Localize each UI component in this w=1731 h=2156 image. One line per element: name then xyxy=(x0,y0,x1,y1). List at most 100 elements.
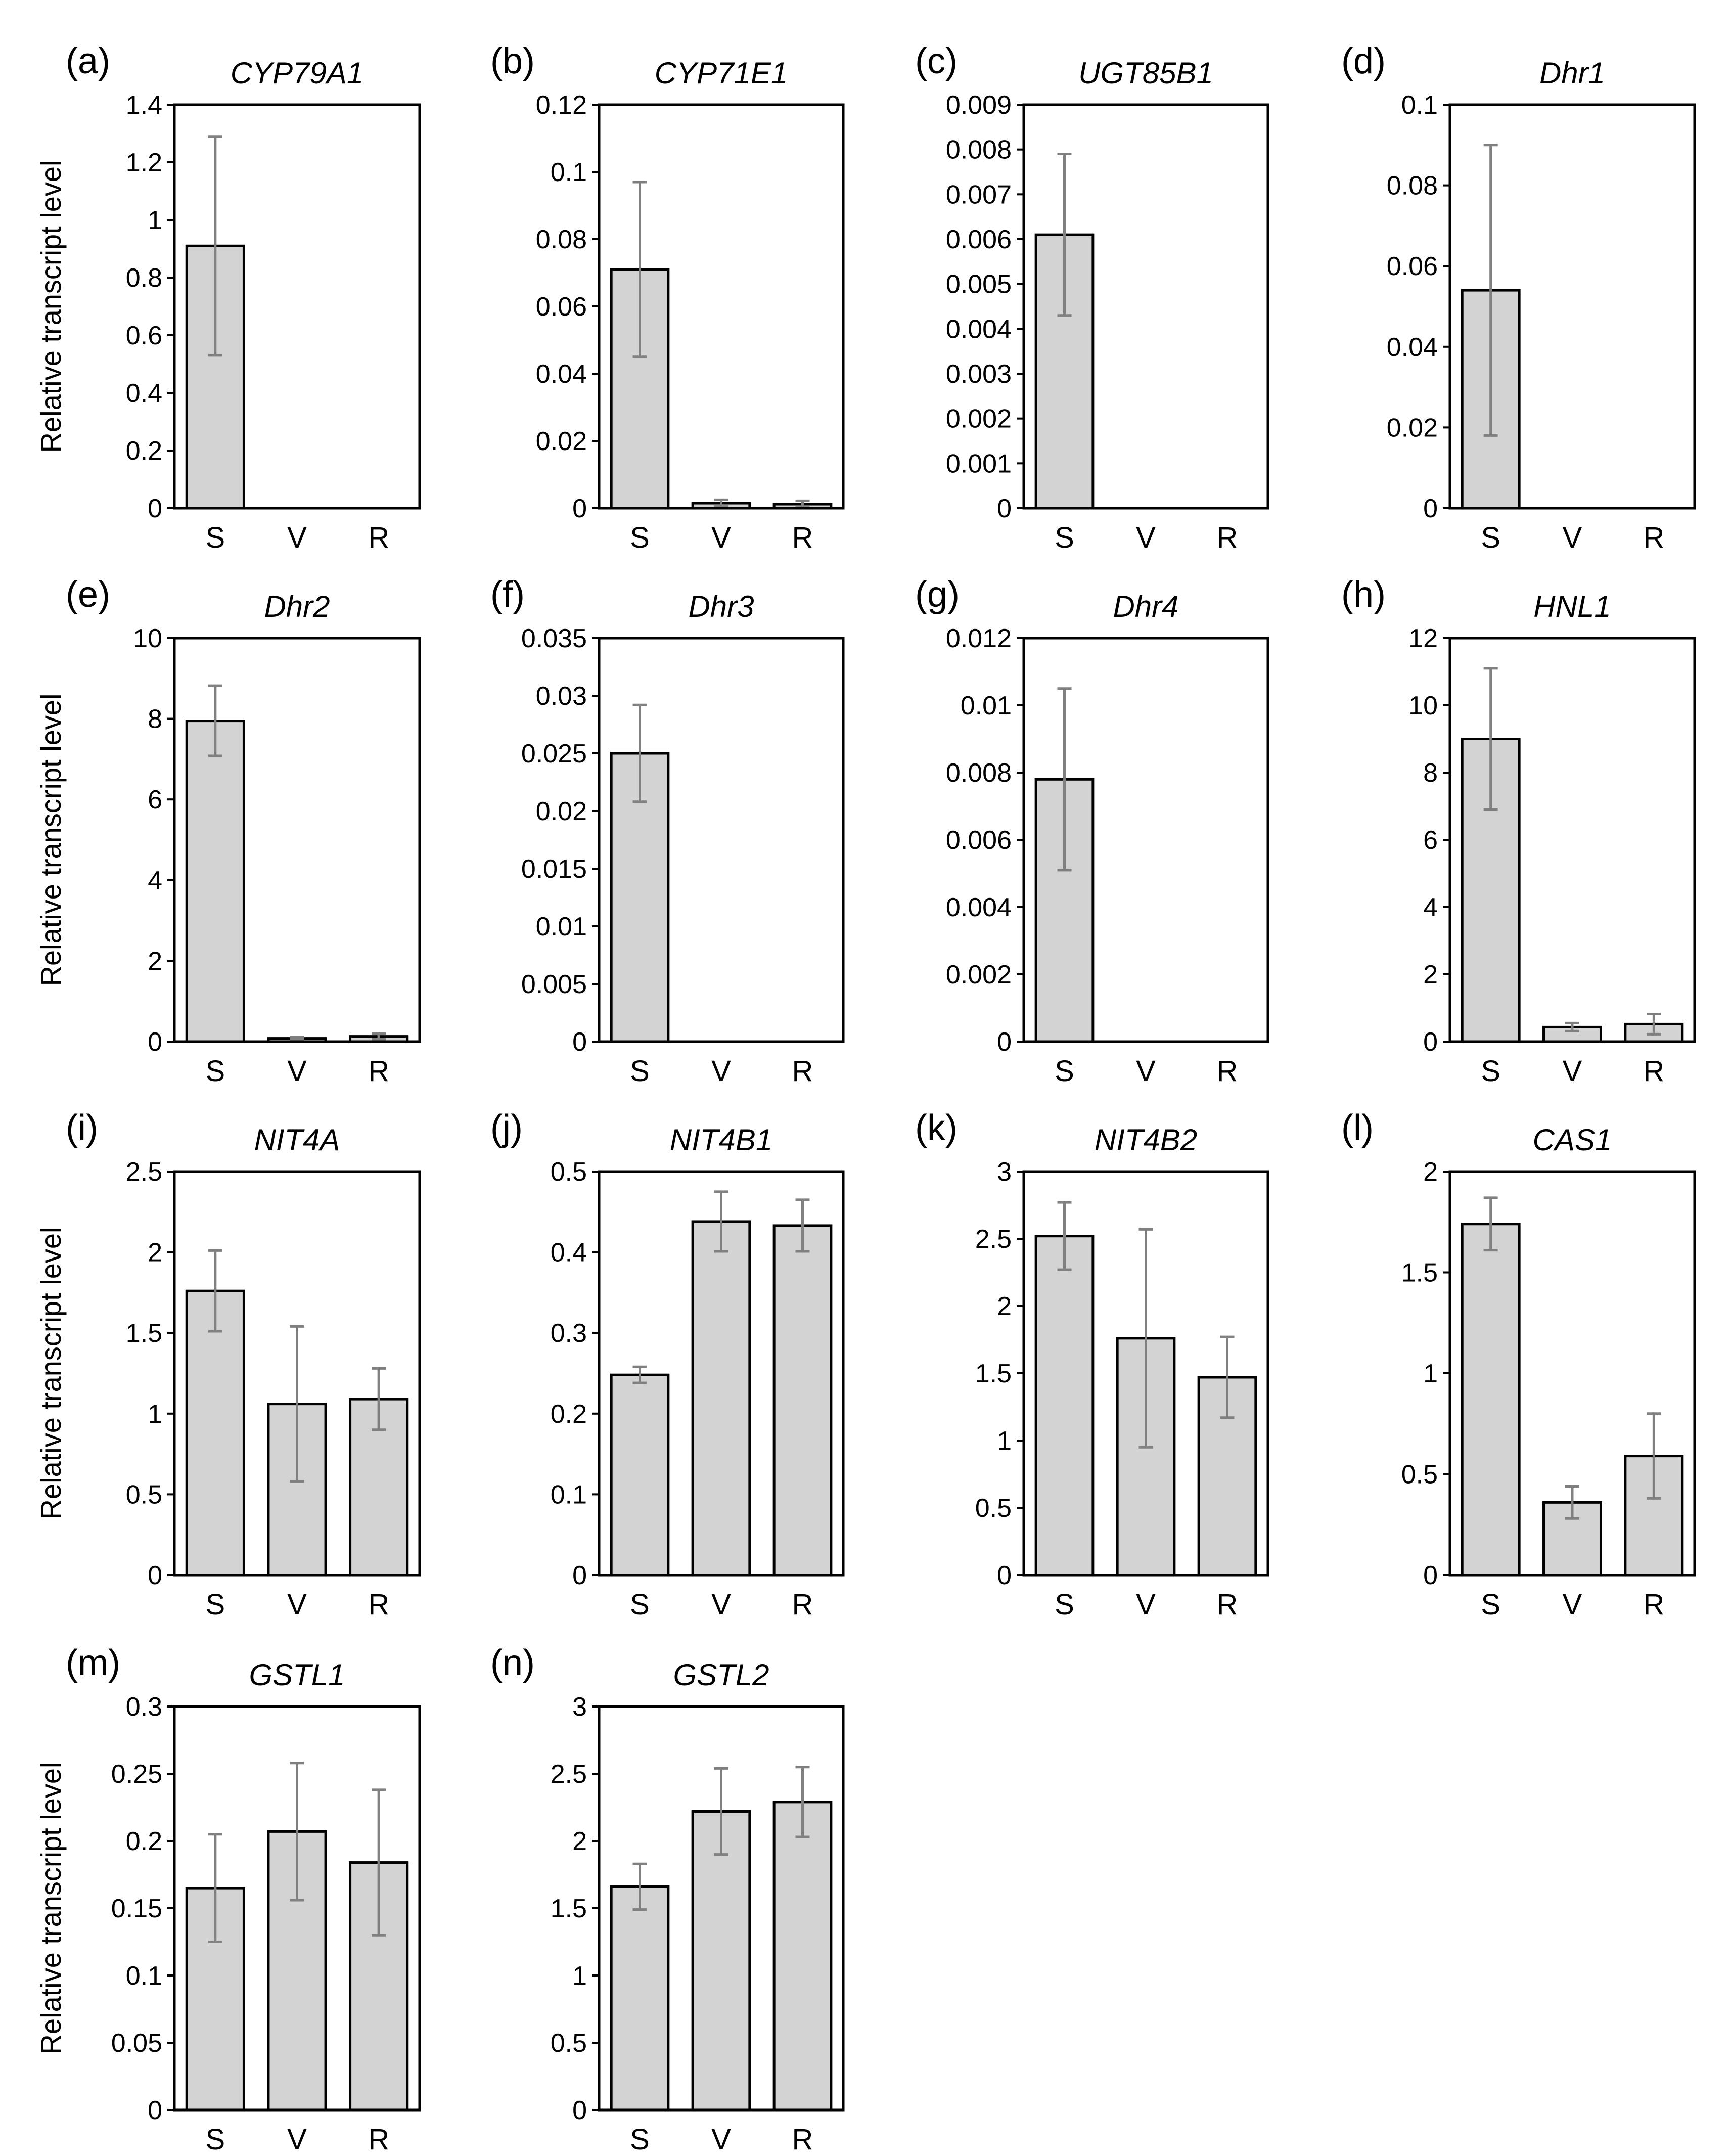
plot-frame xyxy=(173,1170,421,1577)
bar-V xyxy=(691,1220,751,1577)
x-tick-label: V xyxy=(287,1055,307,1088)
panel-title: CYP71E1 xyxy=(655,56,788,90)
bar-S xyxy=(185,1289,245,1577)
y-tick-label: 1.5 xyxy=(126,1319,162,1348)
chart-panel-10: (j) NIT4B1 0 0.1 0.2 0.3 0.4 0.5 S V R xyxy=(490,1108,845,1621)
y-tick-label: 6 xyxy=(148,785,162,815)
plot-frame xyxy=(1022,1170,1269,1577)
bar-S xyxy=(610,1885,670,2112)
y-tick-label: 2 xyxy=(1423,1157,1438,1187)
y-tick-label: 0 xyxy=(572,1561,587,1590)
chart-panel-1: (a) CYP79A1 Relative transcript level 0 0.2 0… xyxy=(35,41,421,554)
bar-R xyxy=(772,1224,833,1577)
y-tick-label: 0.12 xyxy=(536,91,587,120)
y-tick-label: 0.2 xyxy=(126,436,162,466)
x-tick-label: R xyxy=(1217,1588,1238,1621)
chart-panel-11: (k) NIT4B2 0 0.5 1 1.5 2 2.5 3 S V R xyxy=(915,1108,1269,1621)
chart-panel-3: (c) UGT85B1 0 0.001 0.002 0.003 0.004 0.005 0.00… xyxy=(915,41,1269,554)
y-tick-label: 0.04 xyxy=(536,360,587,389)
bar-S xyxy=(185,720,245,1043)
y-tick-label: 0.5 xyxy=(126,1480,162,1509)
x-tick-label: V xyxy=(711,2123,731,2156)
y-tick-label: 1.4 xyxy=(126,91,162,120)
y-axis-label: Relative transcript level xyxy=(35,694,67,986)
y-axis-label: Relative transcript level xyxy=(35,1762,67,2055)
x-tick-label: R xyxy=(792,1055,813,1088)
panel-letter: (d) xyxy=(1341,41,1386,81)
chart-panel-8: (h) HNL1 0 2 4 6 8 10 12 S V R xyxy=(1341,574,1696,1088)
panel-letter: (i) xyxy=(66,1108,98,1148)
y-tick-label: 1.2 xyxy=(126,148,162,177)
y-tick-label: 10 xyxy=(133,624,162,653)
panel-title: CAS1 xyxy=(1533,1123,1612,1157)
panel-letter: (c) xyxy=(915,41,958,81)
x-tick-label: S xyxy=(205,1055,225,1088)
y-tick-label: 0.1 xyxy=(126,1961,162,1991)
x-tick-label: S xyxy=(205,521,225,554)
x-tick-label: V xyxy=(711,521,731,554)
x-tick-label: S xyxy=(630,521,650,554)
x-tick-label: S xyxy=(1481,521,1500,554)
bar-R xyxy=(349,1861,409,2112)
x-tick-label: R xyxy=(792,2123,813,2156)
x-tick-label: S xyxy=(630,2123,650,2156)
y-tick-label: 0.004 xyxy=(946,315,1012,344)
x-tick-label: S xyxy=(1055,521,1074,554)
plot-frame xyxy=(173,103,421,510)
panel-title: Dhr2 xyxy=(264,590,330,623)
y-tick-label: 0.3 xyxy=(551,1319,587,1348)
x-tick-label: R xyxy=(1643,1055,1664,1088)
y-tick-label: 0 xyxy=(148,1027,162,1057)
y-tick-label: 0.004 xyxy=(946,893,1012,922)
y-tick-label: 0.035 xyxy=(521,624,587,653)
plot-frame xyxy=(598,103,845,510)
y-tick-label: 0.5 xyxy=(1401,1460,1438,1490)
y-tick-label: 0.15 xyxy=(111,1894,162,1923)
y-tick-label: 1 xyxy=(148,206,162,235)
y-tick-label: 0 xyxy=(572,494,587,523)
y-tick-label: 0 xyxy=(148,494,162,523)
chart-panel-2: (b) CYP71E1 0 0.02 0.04 0.06 0.08 0.1 0.12 S V R xyxy=(490,41,845,554)
y-tick-label: 0.012 xyxy=(946,624,1012,653)
y-tick-label: 1.5 xyxy=(551,1894,587,1923)
panel-letter: (g) xyxy=(915,574,960,615)
x-tick-label: V xyxy=(287,2123,307,2156)
plot-frame xyxy=(1448,637,1696,1043)
x-tick-label: V xyxy=(287,521,307,554)
y-tick-label: 2.5 xyxy=(126,1157,162,1187)
y-tick-label: 0.005 xyxy=(946,270,1012,299)
x-tick-label: S xyxy=(630,1588,650,1621)
panel-letter: (h) xyxy=(1341,574,1386,615)
x-tick-label: V xyxy=(711,1588,731,1621)
chart-panel-9: (i) NIT4A Relative transcript level 0 0.5 1 1.… xyxy=(35,1108,421,1621)
chart-panel-7: (g) Dhr4 0 0.002 0.004 0.006 0.008 0.01 0.012 S V R xyxy=(915,574,1269,1088)
y-tick-label: 0 xyxy=(1423,1027,1438,1057)
y-tick-label: 0.01 xyxy=(961,691,1012,721)
y-tick-label: 0.08 xyxy=(536,225,587,254)
plot-frame xyxy=(1022,637,1269,1043)
y-tick-label: 0.006 xyxy=(946,225,1012,254)
y-tick-label: 2 xyxy=(572,1827,587,1856)
y-tick-label: 2.5 xyxy=(975,1225,1012,1254)
y-tick-label: 12 xyxy=(1408,624,1438,653)
y-tick-label: 0 xyxy=(572,2096,587,2125)
bar-R xyxy=(772,1801,833,2112)
y-axis-label: Relative transcript level xyxy=(35,160,67,453)
y-tick-label: 0.04 xyxy=(1387,333,1438,362)
y-axis-label: Relative transcript level xyxy=(35,1227,67,1520)
panel-letter: (m) xyxy=(66,1643,120,1683)
y-tick-label: 0 xyxy=(997,1027,1012,1057)
y-tick-label: 0.02 xyxy=(1387,413,1438,442)
panel-title: Dhr1 xyxy=(1539,56,1605,90)
y-tick-label: 0 xyxy=(997,494,1012,523)
y-tick-label: 0.008 xyxy=(946,758,1012,788)
y-tick-label: 0.008 xyxy=(946,136,1012,165)
x-tick-label: V xyxy=(1136,1588,1156,1621)
plot-frame xyxy=(598,637,845,1043)
plot-frame xyxy=(1022,103,1269,510)
y-tick-label: 0.25 xyxy=(111,1760,162,1789)
y-tick-label: 0.06 xyxy=(1387,252,1438,281)
y-tick-label: 0 xyxy=(148,1561,162,1590)
y-tick-label: 1 xyxy=(1423,1359,1438,1388)
